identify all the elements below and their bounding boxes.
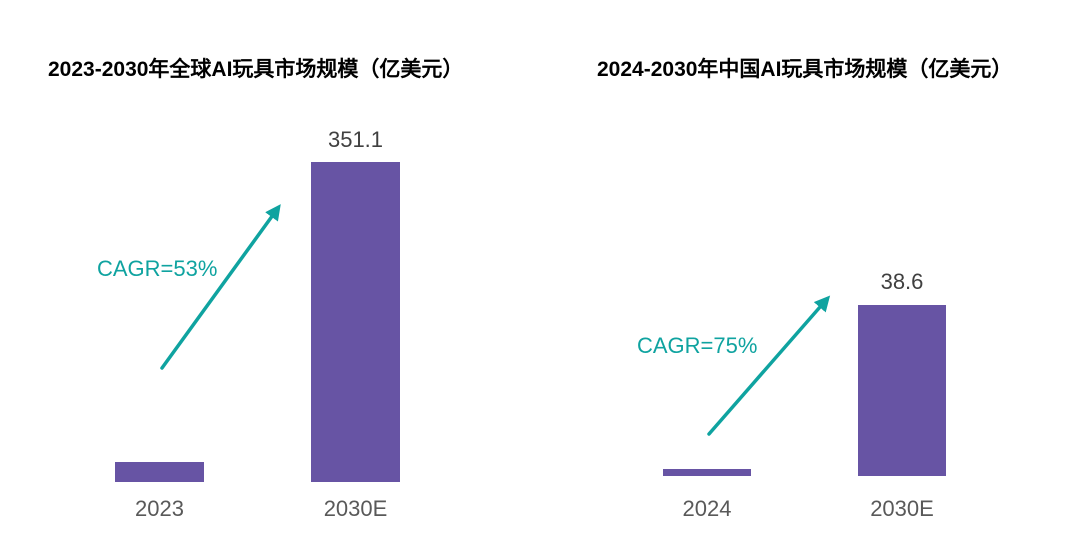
bar-2030e-global: [311, 162, 400, 482]
x-tick-2030e-china: 2030E: [870, 496, 934, 521]
x-tick-2023: 2023: [135, 496, 184, 521]
x-tick-2024: 2024: [682, 496, 732, 521]
bar-2030e-china: [858, 305, 946, 476]
growth-arrow-icon: [707, 295, 831, 436]
cagr-annotation-global: CAGR=53%: [97, 256, 218, 281]
cagr-annotation-china: CAGR=75%: [637, 333, 758, 358]
chart-title-china: 2024-2030年中国AI玩具市场规模（亿美元）: [597, 58, 1013, 82]
x-tick-2030e-global: 2030E: [323, 496, 388, 521]
bar-2023-global: [115, 462, 204, 482]
value-label-2030e-china: 38.6: [880, 269, 924, 294]
value-label-2030e-global: 351.1: [327, 127, 384, 152]
growth-arrow-icon: [160, 204, 281, 370]
chart-title-global: 2023-2030年全球AI玩具市场规模（亿美元）: [48, 58, 464, 82]
bar-2024-china: [663, 469, 751, 476]
